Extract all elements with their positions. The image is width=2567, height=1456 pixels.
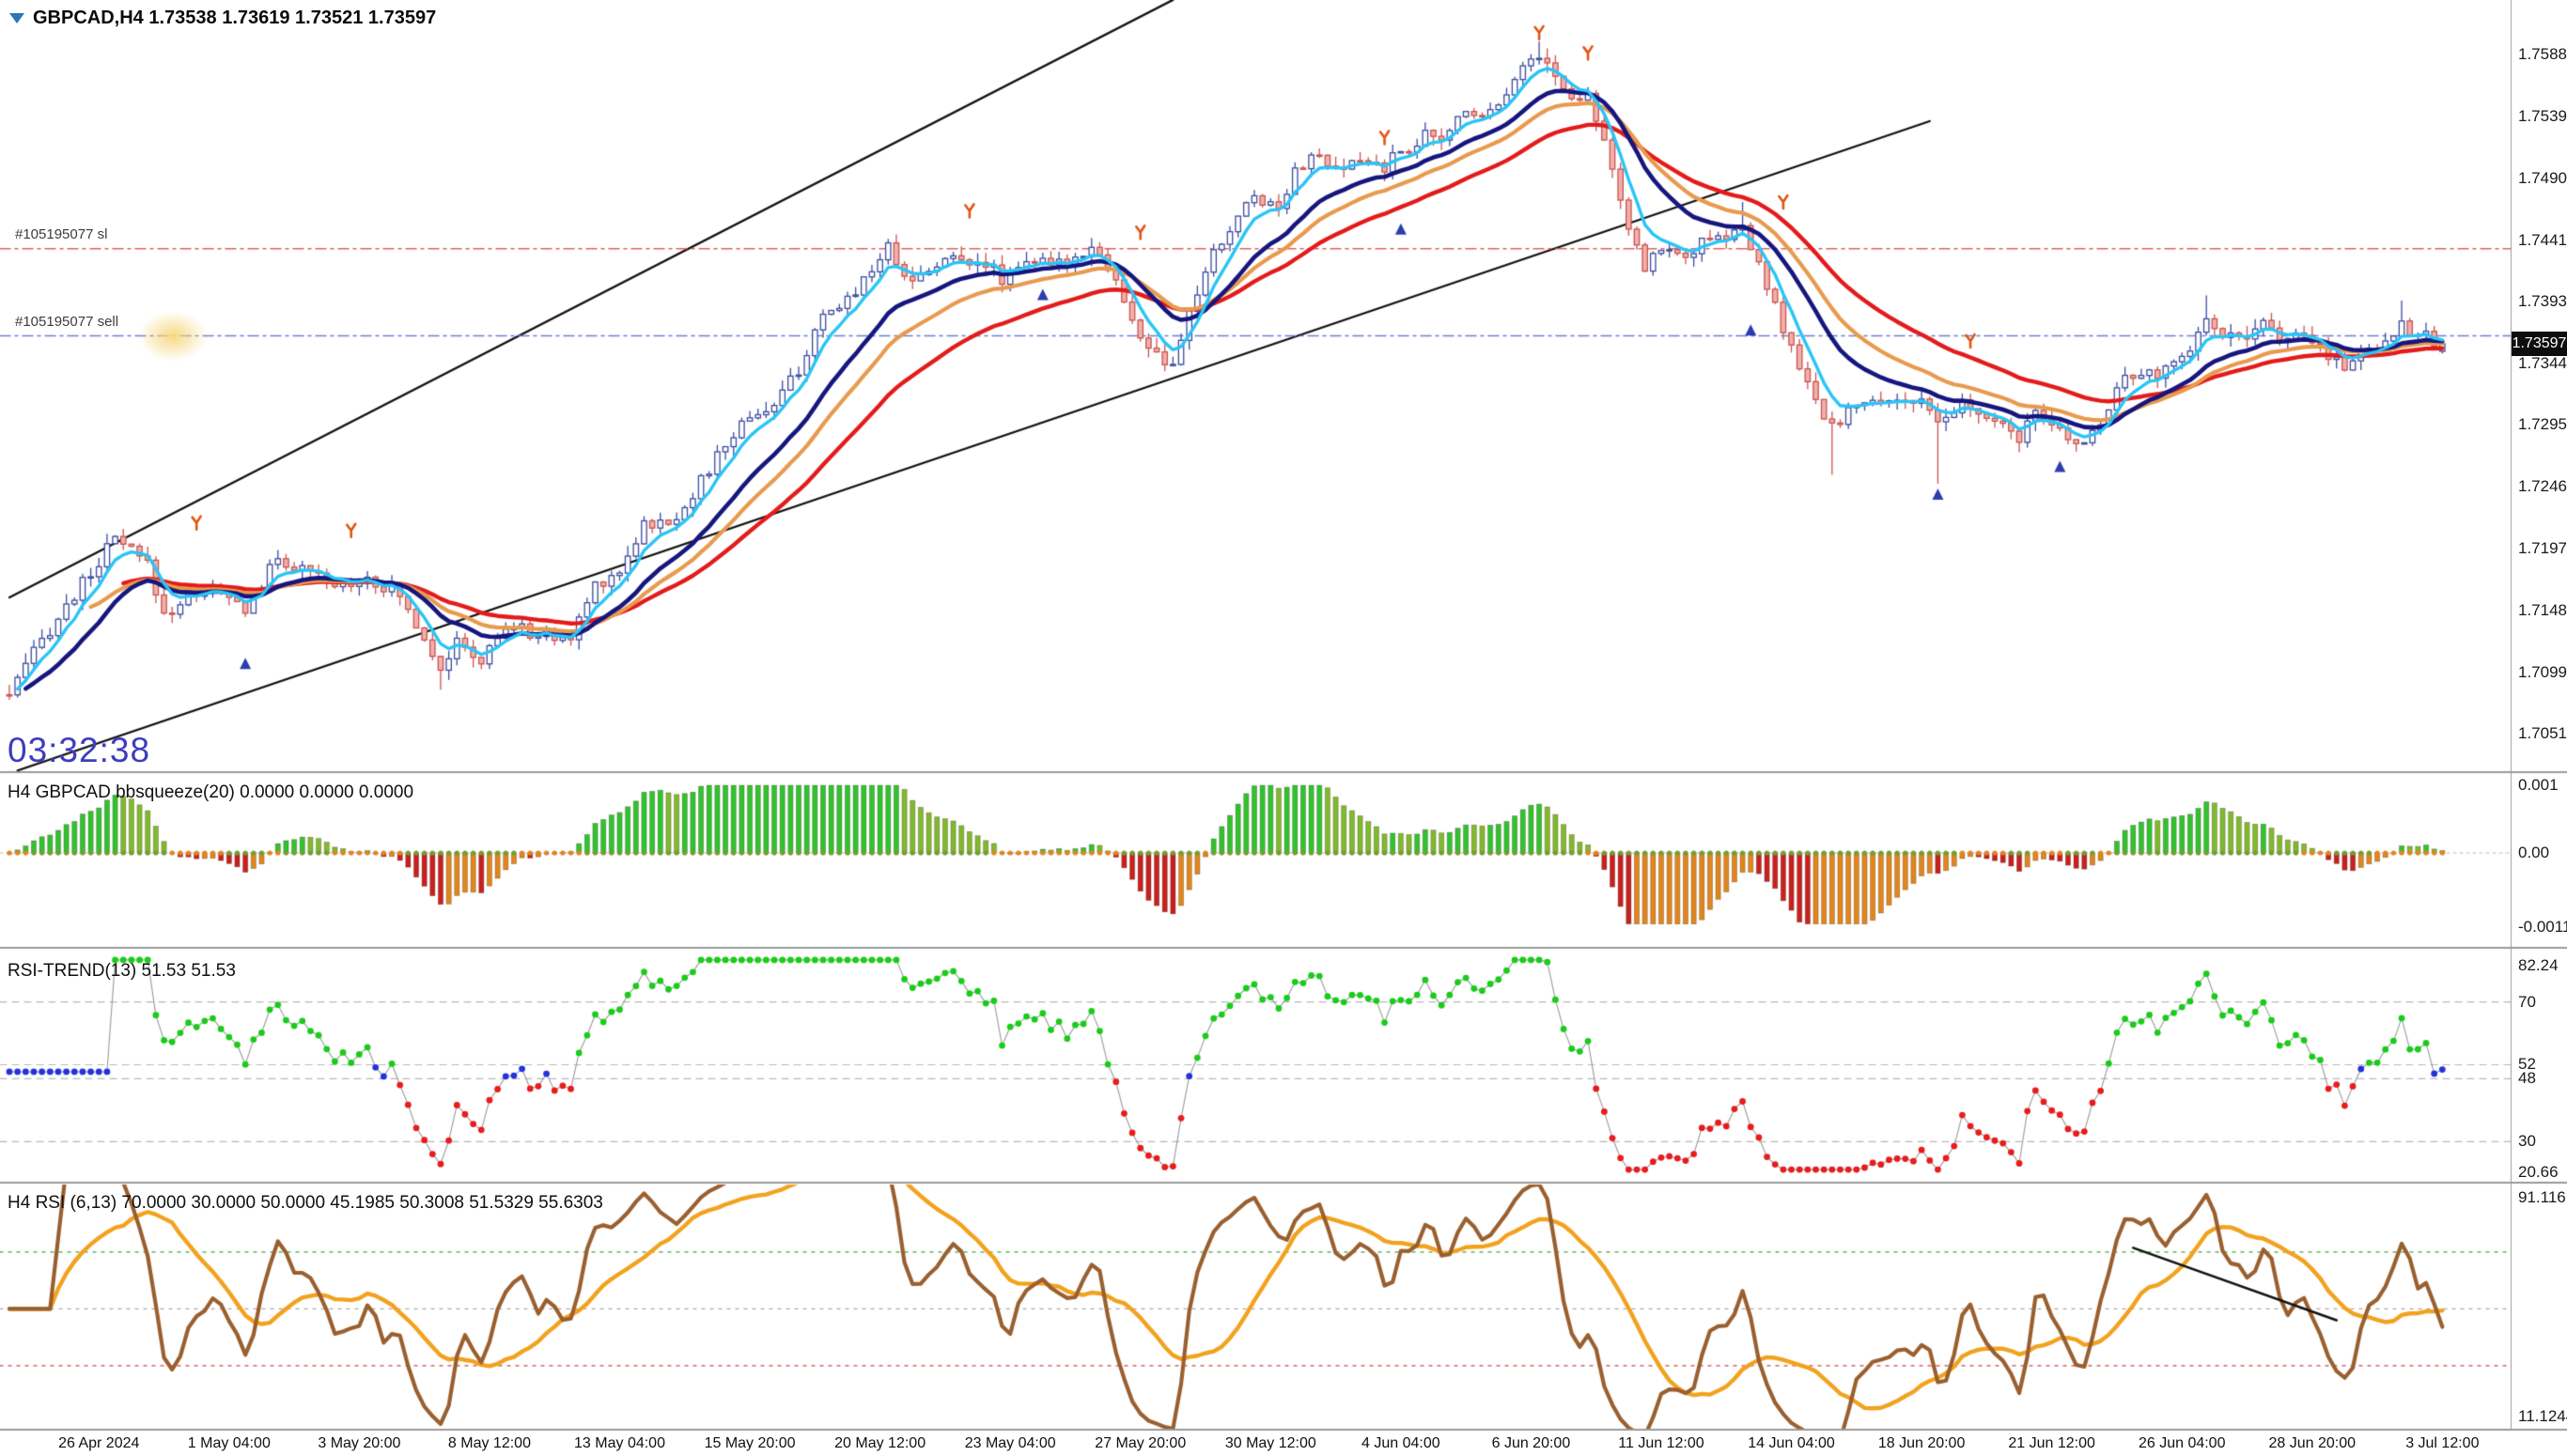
time-axis-label: 13 May 04:00	[574, 1435, 665, 1451]
bbsqueeze-axis-label: -0.0011	[2518, 918, 2567, 937]
time-axis-label: 23 May 04:00	[964, 1435, 1056, 1451]
price-axis-label: 1.74415	[2518, 231, 2567, 250]
rsi-trend-title: RSI-TREND(13) 51.53 51.53	[8, 961, 236, 981]
chart-title: GBPCAD,H4 1.73538 1.73619 1.73521 1.7359…	[33, 8, 437, 28]
time-axis-label: 4 Jun 04:00	[1361, 1435, 1440, 1451]
highlight-blob	[138, 310, 209, 362]
candle-timer: 03:32:38	[8, 731, 151, 769]
price-axis-label: 1.71485	[2518, 601, 2567, 620]
time-axis-label: 15 May 20:00	[704, 1435, 796, 1451]
current-price-tag: 1.73597	[2512, 332, 2567, 356]
current-price-value: 1.73597	[2512, 335, 2567, 351]
chart-dropdown-icon[interactable]	[9, 13, 24, 23]
time-axis-label: 26 Jun 04:00	[2138, 1435, 2226, 1451]
time-axis-label: 18 Jun 20:00	[1877, 1435, 1966, 1451]
time-axis-label: 6 Jun 20:00	[1491, 1435, 1571, 1451]
rsi-trend-axis-label: 20.66	[2518, 1163, 2559, 1181]
price-axis-label: 1.72955	[2518, 415, 2567, 434]
rsi-trend-axis-label: 82.24	[2518, 956, 2559, 974]
order-line-label: #105195077 sl	[15, 225, 108, 242]
order-line-label: #105195077 sell	[15, 313, 119, 330]
time-axis-label: 30 May 12:00	[1224, 1435, 1316, 1451]
time-axis-label: 27 May 20:00	[1095, 1435, 1187, 1451]
rsi-trend-axis-label: 52	[2518, 1055, 2536, 1074]
price-axis-label: 1.70995	[2518, 663, 2567, 682]
price-axis-label: 1.73930	[2518, 292, 2567, 311]
time-axis-label: 11 Jun 12:00	[1618, 1435, 1704, 1451]
time-axis-label: 14 Jun 04:00	[1748, 1435, 1835, 1451]
rsi-trend-axis-label: 70	[2518, 992, 2536, 1011]
time-axis-label: 28 Jun 20:00	[2268, 1435, 2357, 1451]
price-axis-label: 1.75885	[2518, 45, 2567, 64]
time-axis-label: 8 May 12:00	[447, 1435, 531, 1451]
price-axis-label: 1.75395	[2518, 107, 2567, 126]
bbsqueeze-axis-label: 0.00	[2518, 844, 2550, 861]
price-axis-label: 1.72465	[2518, 477, 2567, 496]
time-axis-label: 3 Jul 12:00	[2405, 1435, 2480, 1451]
rsi-axis-label: 91.116	[2518, 1188, 2566, 1206]
time-axis-label: 1 May 04:00	[187, 1435, 271, 1451]
chart-header: GBPCAD,H4 1.73538 1.73619 1.73521 1.7359…	[9, 8, 436, 29]
bbsqueeze-title: H4 GBPCAD bbsqueeze(20) 0.0000 0.0000 0.…	[8, 782, 414, 802]
rsi-trend-axis-label: 48	[2518, 1069, 2536, 1088]
time-axis-label: 20 May 12:00	[834, 1435, 926, 1451]
price-axis-label: 1.73440	[2518, 354, 2567, 373]
rsi-trend-axis-label: 30	[2518, 1132, 2536, 1151]
price-axis-label: 1.71975	[2518, 539, 2567, 558]
bbsqueeze-axis-label: 0.001	[2518, 776, 2559, 794]
rsi-title: H4 RSI (6,13) 70.0000 30.0000 50.0000 45…	[8, 1193, 603, 1213]
time-axis-label: 3 May 20:00	[318, 1435, 401, 1451]
time-axis-label: 26 Apr 2024	[58, 1435, 140, 1451]
rsi-axis-label: 11.1244	[2518, 1407, 2567, 1425]
price-axis-label: 1.74905	[2518, 169, 2567, 188]
time-axis-label: 21 Jun 12:00	[2008, 1435, 2095, 1451]
